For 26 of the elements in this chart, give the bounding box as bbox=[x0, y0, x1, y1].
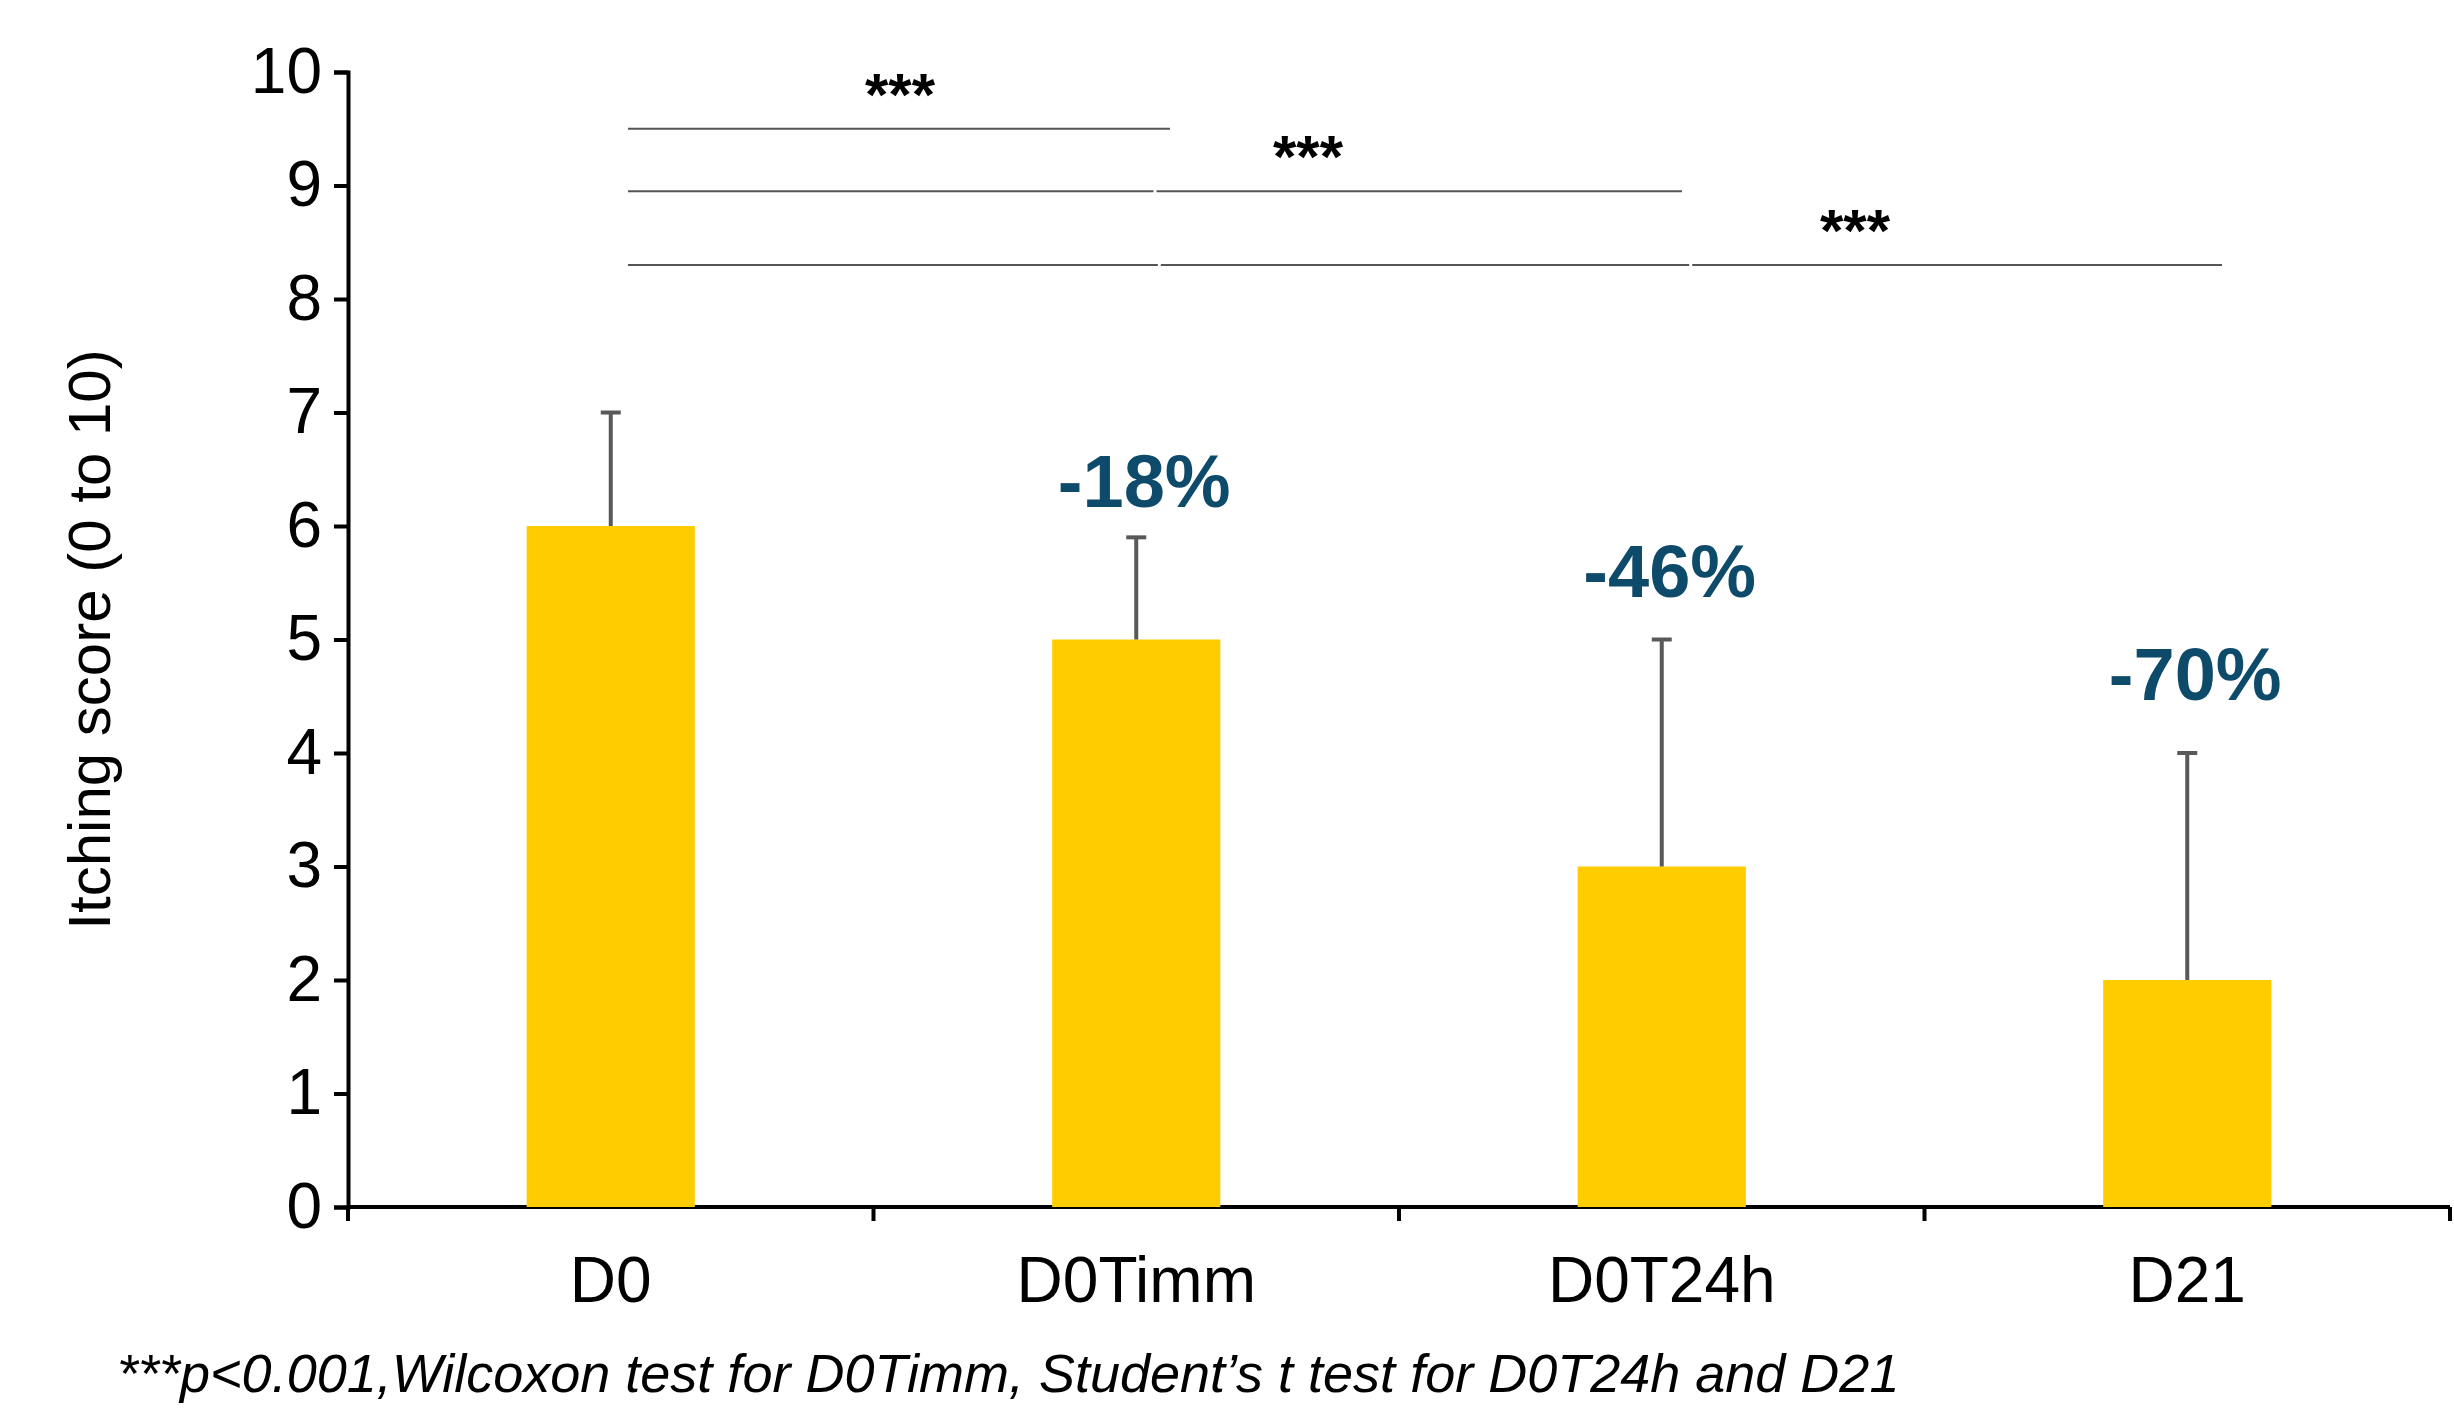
annotation: -46% bbox=[1583, 530, 1757, 614]
y-tick-label: 3 bbox=[286, 829, 322, 902]
bar bbox=[1577, 866, 1746, 1207]
x-tick-label: D0T24h bbox=[1547, 1244, 1776, 1316]
x-tick-label: D0 bbox=[569, 1244, 652, 1316]
y-tick-label: 10 bbox=[250, 34, 322, 107]
annotation: *** bbox=[1819, 196, 1891, 264]
y-axis-title: Itching score (0 to 10) bbox=[56, 349, 123, 930]
y-tick-label: 6 bbox=[286, 488, 322, 561]
y-tick-label: 8 bbox=[286, 261, 322, 334]
y-tick-label: 1 bbox=[286, 1056, 322, 1129]
annotation: *** bbox=[1272, 123, 1344, 191]
text: ***p<0.001,Wilcoxon test for D0Timm, Student’s t test for D0T24h and D21 bbox=[117, 1343, 1900, 1403]
x-tick-label: D21 bbox=[2128, 1244, 2246, 1316]
y-tick-label: 2 bbox=[286, 942, 322, 1015]
y-tick-label: 7 bbox=[286, 375, 322, 448]
x-tick-label: D0Timm bbox=[1016, 1244, 1256, 1316]
y-tick-label: 4 bbox=[286, 715, 322, 788]
annotation: -18% bbox=[1057, 439, 1231, 523]
bar bbox=[2103, 980, 2272, 1207]
y-tick-label: 5 bbox=[286, 602, 322, 675]
y-tick-label: 0 bbox=[286, 1169, 322, 1242]
y-tick-label: 9 bbox=[286, 148, 322, 221]
bar bbox=[526, 526, 695, 1207]
annotation: -70% bbox=[2108, 632, 2282, 716]
bar bbox=[1052, 639, 1221, 1207]
